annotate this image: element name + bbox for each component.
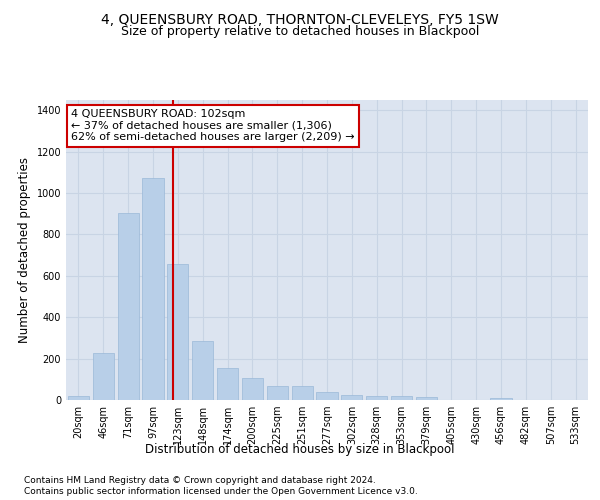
Bar <box>316 392 338 400</box>
Text: Distribution of detached houses by size in Blackpool: Distribution of detached houses by size … <box>145 442 455 456</box>
Bar <box>267 386 288 400</box>
Y-axis label: Number of detached properties: Number of detached properties <box>18 157 31 343</box>
Bar <box>416 397 437 400</box>
Text: Contains public sector information licensed under the Open Government Licence v3: Contains public sector information licen… <box>24 488 418 496</box>
Bar <box>192 341 213 400</box>
Text: 4 QUEENSBURY ROAD: 102sqm
← 37% of detached houses are smaller (1,306)
62% of se: 4 QUEENSBURY ROAD: 102sqm ← 37% of detac… <box>71 109 355 142</box>
Bar <box>292 386 313 400</box>
Bar <box>68 396 89 400</box>
Bar <box>167 264 188 400</box>
Bar <box>217 368 238 400</box>
Bar <box>366 396 387 400</box>
Bar <box>93 354 114 400</box>
Bar <box>391 396 412 400</box>
Bar <box>142 178 164 400</box>
Bar <box>341 395 362 400</box>
Bar <box>118 213 139 400</box>
Text: Contains HM Land Registry data © Crown copyright and database right 2024.: Contains HM Land Registry data © Crown c… <box>24 476 376 485</box>
Text: 4, QUEENSBURY ROAD, THORNTON-CLEVELEYS, FY5 1SW: 4, QUEENSBURY ROAD, THORNTON-CLEVELEYS, … <box>101 12 499 26</box>
Bar <box>490 398 512 400</box>
Bar <box>242 378 263 400</box>
Text: Size of property relative to detached houses in Blackpool: Size of property relative to detached ho… <box>121 25 479 38</box>
